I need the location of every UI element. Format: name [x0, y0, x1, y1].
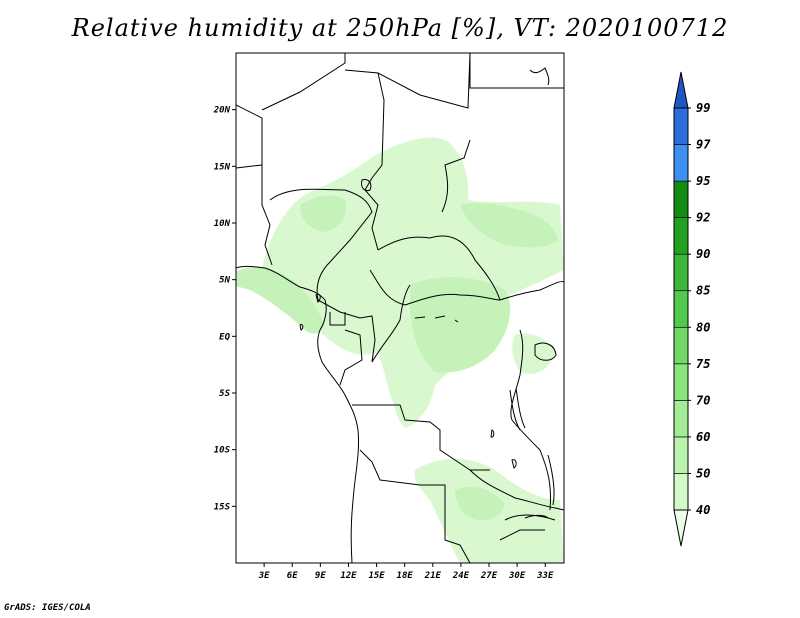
border-car-south	[369, 269, 501, 306]
colorbar-box	[673, 436, 689, 474]
border-north-1	[236, 104, 263, 169]
humidity-area-south-patch	[455, 486, 505, 521]
lake-volta	[315, 293, 321, 303]
colorbar-level-label: 40	[696, 503, 710, 517]
lat-tick-label: 20N	[213, 106, 231, 116]
lon-tick-label: 18E	[397, 571, 414, 581]
lat-tick-label: 5N	[219, 276, 230, 286]
lake-sw-1	[490, 429, 495, 438]
colorbar-level-label: 60	[696, 430, 710, 444]
humidity-area-east	[460, 202, 558, 248]
colorbar-box	[673, 400, 689, 438]
colorbar-level-label: 92	[696, 211, 710, 225]
humidity-area-center	[410, 277, 511, 373]
lat-tick-label: 15S	[214, 502, 231, 512]
border-car	[377, 235, 501, 301]
river-congo-1	[414, 315, 459, 323]
colorbar-level-label: 80	[696, 320, 710, 334]
border-drc-west	[371, 284, 411, 363]
lat-tick-label: 15N	[214, 162, 231, 172]
border-drc-south	[352, 404, 490, 471]
colorbar-max-triangle	[673, 71, 689, 109]
colorbar-frame	[673, 107, 689, 511]
colorbar-box	[673, 217, 689, 255]
colorbar-box	[673, 180, 689, 218]
colorbar-box	[673, 253, 689, 292]
lake-malawi	[547, 454, 555, 506]
lon-tick-label: 15E	[368, 571, 385, 581]
border-west-small	[261, 165, 273, 266]
lake-chad	[361, 179, 372, 191]
humidity-area-congo-south	[391, 371, 430, 428]
border-north-3	[344, 69, 385, 179]
map-frame	[235, 52, 565, 564]
colorbar-box	[673, 473, 689, 511]
lake-kariba	[524, 514, 549, 519]
colorbar: 40 50 60 70 75 80 85 90 92 95 97 99	[673, 71, 711, 547]
lat-tick-label: 5S	[219, 389, 230, 399]
lon-tick-label: 21E	[424, 571, 442, 581]
border-east-2	[510, 329, 551, 511]
lon-tick-label: 3E	[258, 571, 270, 581]
lake-victoria	[534, 342, 557, 361]
border-north-2	[261, 53, 346, 111]
colorbar-level-label: 85	[696, 284, 710, 298]
latitude-axis: 20N 15N 10N 5N EQ 5S 10S 15S	[213, 106, 236, 512]
border-east-3	[469, 469, 564, 511]
lon-tick-label: 27E	[480, 571, 498, 581]
country-borders	[236, 53, 564, 563]
lake-tanganyika	[509, 387, 526, 431]
credit-text: GrADS: IGES/COLA	[4, 603, 91, 613]
colorbar-box	[673, 290, 689, 328]
island-bioko	[299, 324, 304, 331]
colorbar-level-label: 95	[696, 174, 710, 188]
humidity-area-west	[236, 267, 325, 334]
border-north-4	[377, 53, 471, 109]
colorbar-level-label: 50	[696, 466, 710, 480]
humidity-area-small-east	[512, 333, 555, 374]
border-chad-sudan	[441, 139, 471, 213]
humidity-shading	[236, 137, 564, 563]
colorbar-box	[673, 107, 689, 145]
colorbar-level-label: 99	[696, 101, 710, 115]
lake-sw-2	[511, 459, 517, 469]
lon-tick-label: 12E	[340, 571, 357, 581]
border-niger-chad	[364, 177, 379, 251]
lon-tick-label: 30E	[508, 571, 526, 581]
lon-tick-label: 33E	[536, 571, 554, 581]
lon-tick-label: 9E	[315, 571, 326, 581]
colorbar-box	[673, 144, 689, 182]
lat-tick-label: 10S	[214, 446, 231, 456]
colorbar-box	[673, 326, 689, 365]
border-nigeria	[269, 188, 373, 301]
colorbar-box	[673, 363, 689, 401]
colorbar-min-triangle	[673, 509, 689, 547]
colorbar-level-label: 75	[696, 357, 710, 371]
coastline-west	[236, 265, 359, 563]
longitude-axis: 3E 6E 9E 12E 15E 18E 21E 24E 27E 30E 33E	[258, 563, 554, 581]
colorbar-level-label: 97	[696, 138, 711, 152]
east-coast-small	[529, 67, 550, 86]
lon-tick-label: 24E	[452, 571, 470, 581]
lat-tick-label: EQ	[219, 332, 230, 342]
border-libya-egypt	[469, 53, 564, 89]
humidity-area-north-patch	[300, 195, 347, 232]
lon-tick-label: 6E	[287, 571, 298, 581]
border-zambia	[499, 514, 556, 541]
border-east-1	[499, 281, 564, 301]
map-title: Relative humidity at 250hPa [%], VT: 202…	[71, 14, 729, 42]
border-gabon-congo	[329, 312, 363, 386]
colorbar-level-label: 70	[696, 393, 710, 407]
colorbar-level-label: 90	[696, 247, 710, 261]
border-angola	[359, 449, 471, 563]
border-cameroon	[317, 299, 376, 363]
lat-tick-label: 10N	[214, 219, 231, 229]
